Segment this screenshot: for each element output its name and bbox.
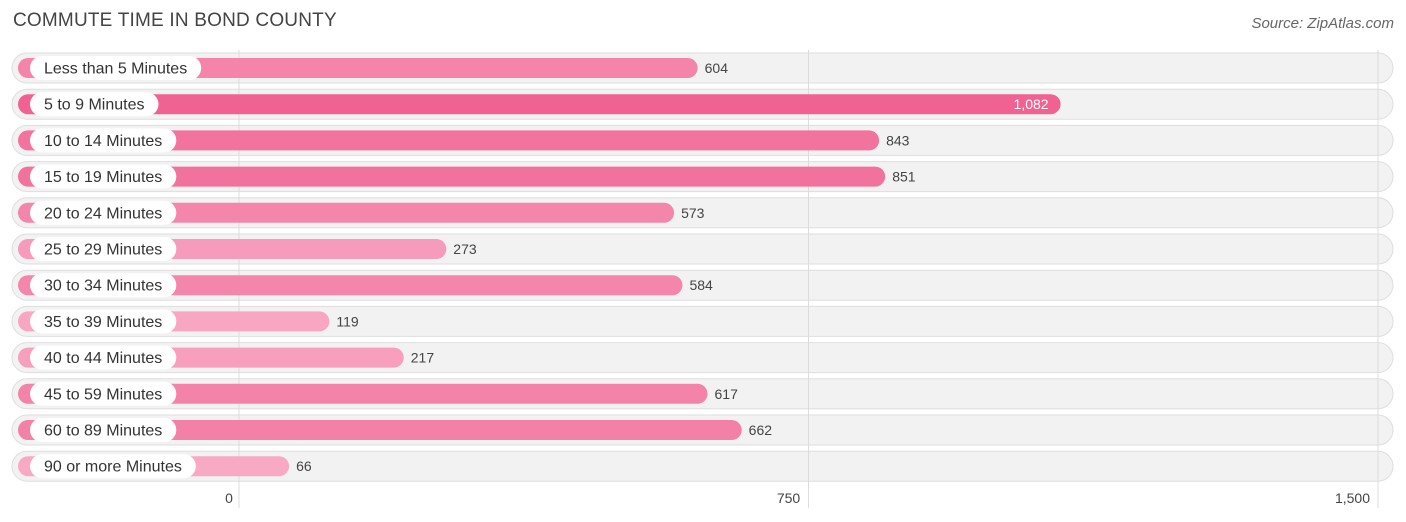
value-label: 604 [705,60,729,76]
category-label: 10 to 14 Minutes [44,133,162,150]
x-tick-label: 750 [777,490,801,506]
value-label: 843 [886,132,910,148]
category-label: 90 or more Minutes [44,459,182,476]
category-label: 60 to 89 Minutes [44,423,162,440]
category-label-pill [30,237,177,261]
category-label-pill [30,309,177,334]
x-tick-label: 1,500 [1335,490,1370,506]
category-label: 5 to 9 Minutes [44,97,145,114]
bar [18,420,742,440]
category-label-pill [30,345,177,370]
value-label: 217 [411,350,435,366]
category-label: 30 to 34 Minutes [44,278,162,295]
category-label-pill [30,381,177,406]
bar [18,383,708,404]
category-label-pill [30,56,202,80]
bar [18,166,886,187]
category-label-pill [30,418,177,442]
bar [18,275,683,296]
bar [18,202,675,223]
category-label: 15 to 19 Minutes [44,169,162,186]
x-tick-label: 0 [225,490,233,506]
value-label: 851 [892,169,916,185]
category-label: 20 to 24 Minutes [44,205,162,222]
value-label: 584 [689,277,713,293]
bar [18,130,880,151]
category-label-pill [30,200,177,225]
bar [18,94,1061,115]
bar-track [11,450,1394,482]
category-label: 40 to 44 Minutes [44,350,162,367]
value-label: 1,082 [1014,96,1049,112]
value-label: 119 [336,313,359,329]
category-label-pill [30,454,196,479]
value-label: 662 [749,422,773,438]
value-label: 617 [715,386,739,402]
bar-track [11,305,1394,337]
source-label: Source: ZipAtlas.com [1251,15,1394,32]
category-label-pill [30,164,177,189]
value-label: 66 [296,458,312,474]
category-label: 45 to 59 Minutes [44,386,162,403]
category-label-pill [30,128,177,153]
category-label-pill [30,273,177,298]
value-label: 273 [453,241,477,257]
category-label: Less than 5 Minutes [44,61,187,78]
value-label: 573 [681,205,705,221]
category-label: 35 to 39 Minutes [44,314,162,331]
chart-title: COMMUTE TIME IN BOND COUNTY [13,10,337,31]
category-label: 25 to 29 Minutes [44,242,162,259]
category-label-pill [30,92,159,117]
